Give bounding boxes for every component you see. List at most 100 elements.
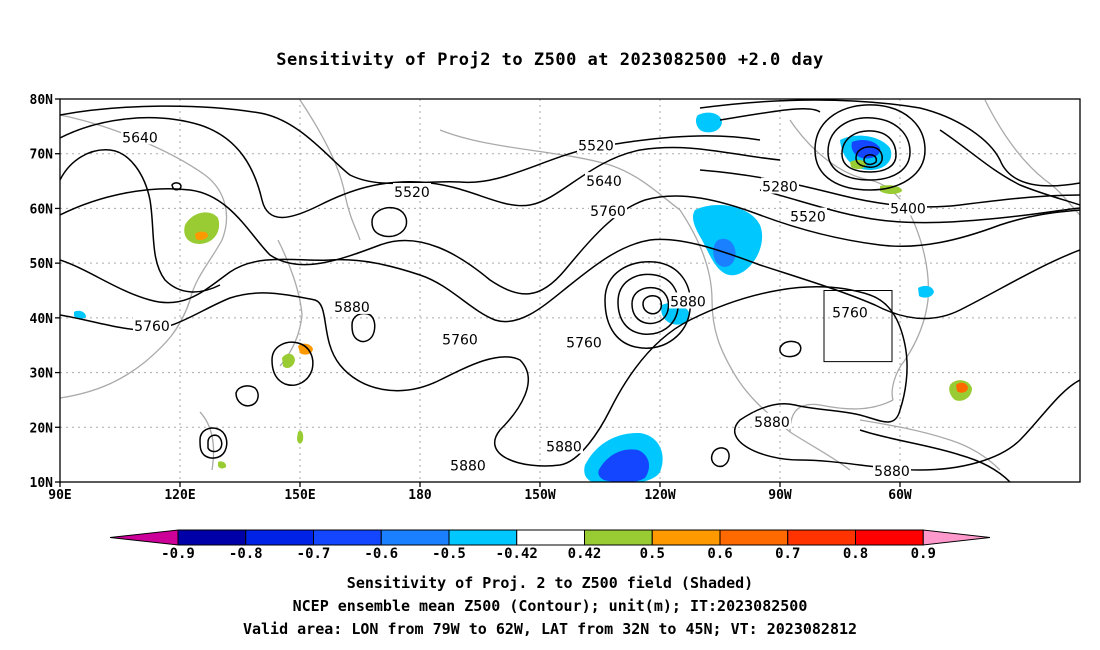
valid-area-box <box>823 290 893 363</box>
lat-label: 10N <box>30 476 54 491</box>
contour-label: 5880 <box>546 439 582 455</box>
lat-label: 70N <box>30 148 54 163</box>
contour-label: 5640 <box>586 174 622 190</box>
contour-5760-north <box>60 187 1080 295</box>
lat-label: 30N <box>30 367 54 382</box>
lon-label: 90W <box>768 488 792 503</box>
colorbar-label: -0.6 <box>364 546 398 562</box>
contour-label-bg <box>873 462 911 479</box>
contour-label: 5400 <box>890 201 926 217</box>
shade-blue-north <box>695 112 722 133</box>
contour-label: 5280 <box>762 180 798 196</box>
colorbar-label: -0.8 <box>229 546 263 562</box>
map-frame <box>59 98 1081 483</box>
contour-label-bg <box>441 330 479 347</box>
contour-label: 5880 <box>874 464 910 480</box>
contour-label-bg <box>589 202 627 219</box>
contour-label-bg <box>585 172 623 189</box>
sensitivity-shading <box>74 112 972 482</box>
colorbar-swatch <box>177 529 247 546</box>
contour-labels: 5640 5520 5520 5640 5760 5280 5520 5400 5880 5760… <box>121 128 927 480</box>
lon-label: 150W <box>524 488 555 503</box>
contour-label-bg <box>565 333 603 350</box>
colorbar-label: 0.9 <box>911 546 936 562</box>
lat-label: 60N <box>30 202 54 217</box>
contour-label: 5880 <box>450 459 486 475</box>
colorbar-swatch <box>719 529 789 546</box>
colorbar-swatch <box>516 529 585 546</box>
contour-label: 5880 <box>754 415 790 431</box>
contour-label: 5520 <box>790 210 826 226</box>
contour-label-bg <box>449 456 487 473</box>
coast-mexico <box>789 431 851 471</box>
lon-label: 120E <box>164 488 195 503</box>
contour-low-npac-core <box>642 295 663 315</box>
contour-label: 5760 <box>134 319 170 335</box>
colorbar-label: -0.42 <box>496 546 538 562</box>
shade-cyan-small <box>74 310 86 319</box>
contour-label: 5880 <box>670 294 706 310</box>
contour-high-tropics <box>710 447 730 468</box>
shade-green-small <box>218 461 227 469</box>
contour-label-bg <box>577 136 615 153</box>
shade-green-labrador <box>880 185 902 194</box>
contour-label: 5760 <box>566 335 602 351</box>
shade-orange-atl <box>956 382 968 393</box>
colorbar-swatch <box>380 529 450 546</box>
contour-5640-west <box>60 117 781 219</box>
lon-label: 120W <box>644 488 675 503</box>
colorbar-low-end <box>109 529 179 546</box>
colorbar-swatch <box>855 529 924 546</box>
contour-label: 5760 <box>442 333 478 349</box>
contour-high-phil-inner <box>207 434 223 453</box>
colorbar-label: 0.7 <box>775 546 800 562</box>
contour-label: 5520 <box>578 139 614 155</box>
contour-high-land <box>779 340 802 358</box>
lat-label: 20N <box>30 421 54 436</box>
contour-high-japan <box>271 341 314 386</box>
lon-label: 180 <box>408 488 432 503</box>
contour-label-bg <box>393 183 431 200</box>
colorbar-swatch <box>245 529 314 546</box>
contour-label-bg <box>753 412 791 429</box>
contour-label-bg <box>789 207 827 224</box>
contour-5760-south <box>60 238 1080 323</box>
shade-green-hudson <box>850 159 866 170</box>
colorbar-swatch <box>448 529 518 546</box>
caption-line-2: NCEP ensemble mean Z500 (Contour); unit(… <box>292 597 808 615</box>
contour-low-npac-outer <box>604 261 692 349</box>
contour-arc-4 <box>939 129 1080 206</box>
coast-asia-east <box>60 114 228 399</box>
contour-low-hudson-3 <box>841 130 897 173</box>
coast-alaska <box>439 129 681 211</box>
contour-5880-east <box>859 429 1011 482</box>
lon-label: 90E <box>48 488 71 503</box>
contour-label-bg <box>889 199 927 216</box>
lon-label: 150E <box>284 488 315 503</box>
caption-line-3: Valid area: LON from 79W to 62W, LAT fro… <box>242 620 858 638</box>
shade-green-tropic <box>297 430 304 444</box>
colorbar-swatch <box>313 529 382 546</box>
colorbar-label: 0.5 <box>640 546 665 562</box>
coast-greenland <box>984 99 1080 216</box>
colorbar-high-end <box>922 529 991 546</box>
colorbar-label: -0.7 <box>297 546 331 562</box>
contour-low-hudson-4 <box>855 146 883 168</box>
shade-blue-hudson-inner <box>851 140 881 159</box>
contour-label: 5760 <box>832 305 868 321</box>
contour-label: 5640 <box>122 130 158 146</box>
colorbar-label: 0.42 <box>568 546 602 562</box>
coast-kamchatka <box>299 99 361 241</box>
lat-label: 80N <box>30 93 54 108</box>
contour-label-bg <box>831 303 869 320</box>
contour-arc-5 <box>759 189 1080 224</box>
contour-label-bg <box>333 297 371 314</box>
colorbar-swatch <box>787 529 856 546</box>
contour-arc-1 <box>699 99 1080 187</box>
shade-cyan-east <box>918 285 934 298</box>
contour-low-hudson-5 <box>863 154 878 166</box>
colorbar-swatch <box>584 529 653 546</box>
figure-title: Sensitivity of Proj2 to Z500 at 20230825… <box>276 50 824 70</box>
shade-green-west <box>184 212 220 244</box>
